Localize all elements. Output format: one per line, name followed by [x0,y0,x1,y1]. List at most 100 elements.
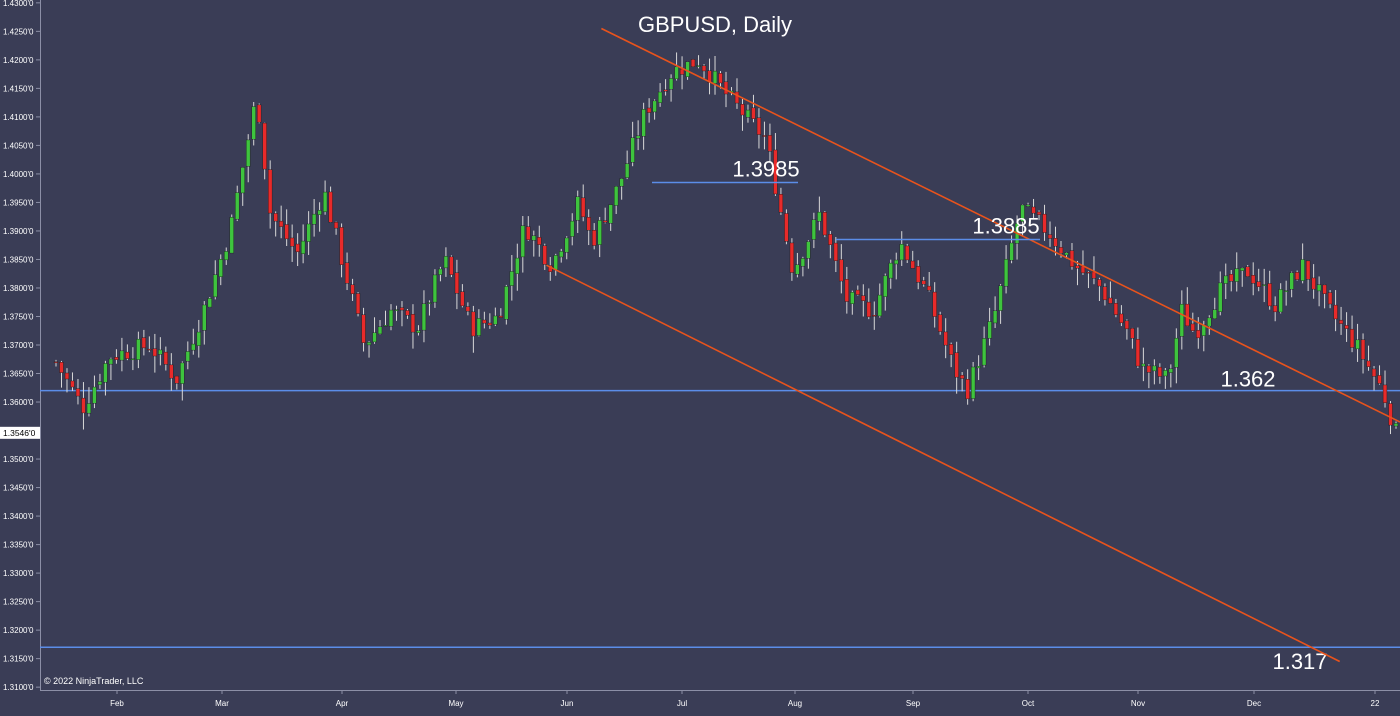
candle-body [92,386,97,404]
candle-body [1163,370,1168,377]
candle-body [652,100,657,113]
candle-body [1086,271,1091,274]
candle-body [1295,272,1300,280]
candle-body [553,255,558,270]
candle-body [679,68,685,75]
candle-body [745,109,751,118]
candle-body [1371,368,1377,377]
candle-body [59,362,64,373]
candle-body [1388,403,1393,426]
candle-body [839,259,844,282]
candle-body [559,251,564,258]
candle-body [421,303,427,331]
y-tick-label: 1.4250'0 [3,27,34,36]
candle-body [751,107,756,119]
candle-body [377,326,383,335]
candle-body [317,210,322,215]
candle-body [75,388,81,397]
y-tick-label: 1.3200'0 [3,626,34,635]
candle-body [460,291,465,307]
candle-body [229,217,234,254]
candle-body [152,348,157,357]
candle-body [526,226,531,240]
candle-body [70,380,75,388]
candle-body [482,319,487,324]
candle-body [1108,297,1113,304]
candle-body [405,310,410,316]
candle-body [916,266,921,283]
candle-body [202,304,207,331]
candle-body [806,241,811,259]
y-tick-label: 1.4200'0 [3,56,34,65]
current-price-label: 1.3546'0 [3,428,36,438]
y-tick-label: 1.3400'0 [3,512,34,521]
candle-body [185,351,190,362]
candle-body [1278,289,1283,313]
resistance-label: 1.3885 [972,214,1039,239]
y-axis-ticks: 1.4300'0 1.4250'0 1.4200'0 1.4150'0 1.4100'0… [3,0,40,692]
candle-body [213,274,218,298]
candle-body [465,306,471,312]
y-tick-label: 1.4050'0 [3,141,34,150]
y-tick-label: 1.3850'0 [3,255,34,264]
candle-body [454,272,460,294]
candle-body [1289,272,1294,290]
candle-body [86,403,92,414]
candle-body [383,325,388,327]
y-tick-label: 1.3250'0 [3,598,34,607]
candle-body [657,91,663,103]
x-tick-label: Nov [1131,699,1145,708]
candle-body [322,191,328,213]
y-tick-label: 1.3800'0 [3,284,34,293]
y-tick-label: 1.3700'0 [3,341,34,350]
candle-body [410,314,416,333]
y-tick-label: 1.3450'0 [3,484,34,493]
candle-body [949,344,954,355]
y-tick-label: 1.3100'0 [3,683,34,692]
candle-body [1036,211,1042,215]
candle-body [614,186,619,206]
candle-body [1003,258,1009,287]
candle-body [1053,238,1058,247]
candle-body [921,280,926,285]
candle-body [355,293,361,314]
candle-body [1009,242,1014,261]
candle-body [218,259,223,277]
candle-body [1113,303,1119,315]
candle-body [894,259,899,265]
x-tick-label: Aug [788,699,802,708]
candle-body [608,204,613,224]
candle-body [976,366,981,369]
candle-body [1393,423,1399,427]
candle-body [646,107,652,113]
candle-body [1102,286,1108,301]
candle-body [1168,368,1173,373]
candle-body [1135,339,1141,367]
candle-body [103,363,108,383]
candle-body [564,237,569,253]
candle-body [1382,384,1388,403]
candle-body [416,330,421,333]
candle-body [328,191,333,223]
candle-body [701,65,707,72]
candle-body [1322,284,1327,294]
candle-body [1229,274,1234,282]
candle-body [509,271,514,286]
candle-body [1251,275,1256,284]
candle-body [542,245,547,265]
candle-body [1196,330,1201,339]
candle-body [883,275,888,297]
candle-body [273,213,278,222]
candle-body [301,240,306,254]
candle-body [795,264,800,275]
candle-body [1207,317,1212,327]
candle-body [833,242,838,261]
candle-body [668,78,674,90]
candle-body [1234,268,1239,282]
candle-body [207,298,212,308]
candle-body [960,374,965,379]
candle-body [1256,281,1261,287]
y-tick-label: 1.3900'0 [3,227,34,236]
